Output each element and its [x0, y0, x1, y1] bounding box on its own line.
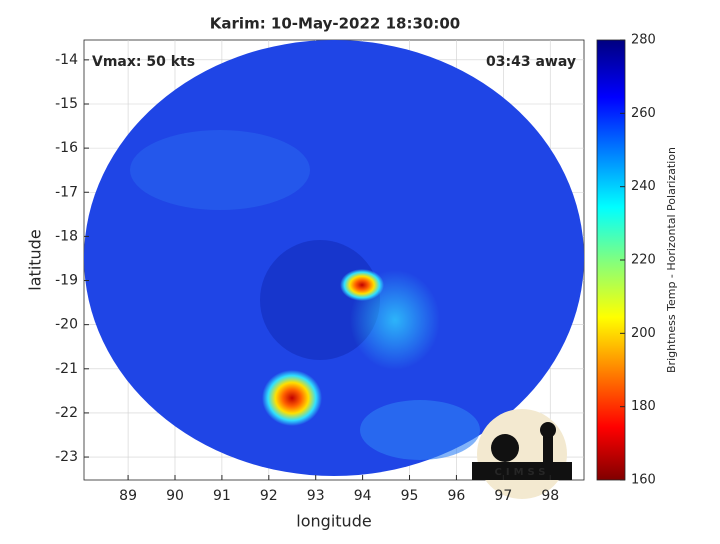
annotation: 03:43 away [486, 54, 576, 70]
colorbar-tick-label: 200 [631, 326, 656, 341]
x-tick-label: 94 [354, 488, 372, 504]
x-tick-label: 91 [213, 488, 231, 504]
colorbar-label: Brightness Temp - Horizontal Polarizatio… [665, 147, 678, 373]
y-tick-label: -16 [55, 140, 78, 156]
y-tick-label: -18 [55, 228, 78, 244]
x-tick-label: 97 [494, 488, 512, 504]
annotation: Vmax: 50 kts [92, 54, 195, 70]
y-tick-label: -19 [55, 273, 78, 289]
colorbar-tick-label: 240 [631, 179, 656, 194]
colorbar-tick-label: 260 [631, 106, 656, 121]
y-tick-label: -23 [55, 449, 78, 465]
y-tick-label: -20 [55, 317, 78, 333]
y-tick-label: -14 [55, 52, 78, 68]
x-tick-label: 92 [260, 488, 278, 504]
y-tick-label: -21 [55, 361, 78, 377]
colorbar-tick-label: 160 [631, 473, 656, 488]
chart-title: Karim: 10-May-2022 18:30:00 [210, 15, 460, 33]
colorbar-tick-label: 180 [631, 399, 656, 414]
x-tick-label: 98 [541, 488, 559, 504]
x-tick-label: 95 [401, 488, 419, 504]
x-axis-label: longitude [296, 512, 371, 531]
y-axis-label: latitude [26, 229, 45, 290]
colorbar-tick-label: 280 [631, 33, 656, 48]
colorbar-tick-label: 220 [631, 253, 656, 268]
x-tick-label: 89 [119, 488, 137, 504]
x-tick-label: 90 [166, 488, 184, 504]
image [84, 40, 584, 476]
y-tick-label: -22 [55, 405, 78, 421]
x-tick-label: 96 [448, 488, 466, 504]
y-tick-label: -17 [55, 184, 78, 200]
x-tick-label: 93 [307, 488, 325, 504]
y-tick-label: -15 [55, 96, 78, 112]
logo-text: CIMSS [495, 467, 550, 478]
logo: CIMSS [472, 409, 572, 499]
